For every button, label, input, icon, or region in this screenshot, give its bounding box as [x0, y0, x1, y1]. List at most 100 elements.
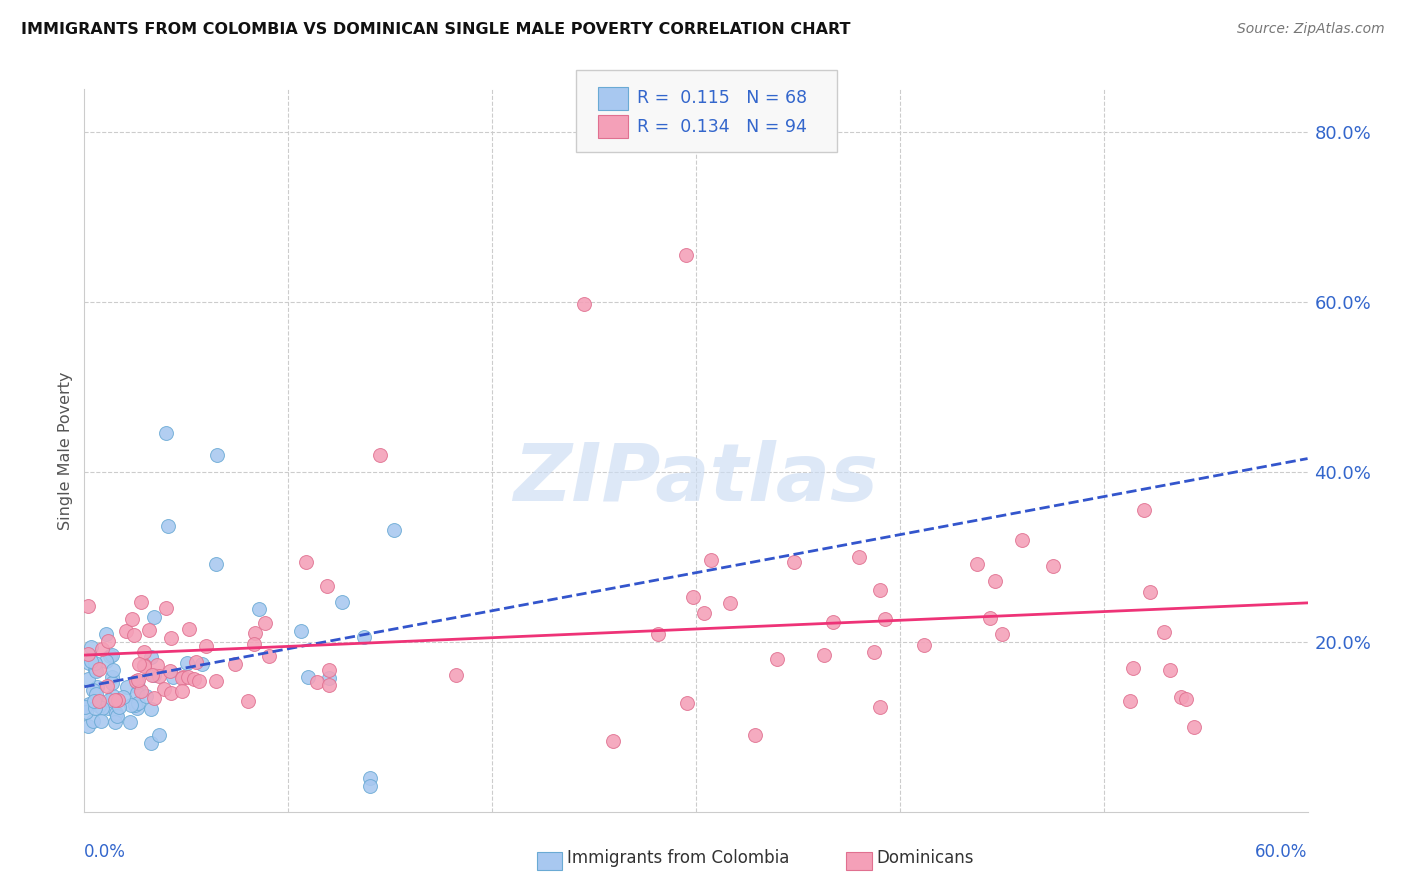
Point	[96, 627, 118, 641]
Point	[75, 705, 97, 719]
Point	[1011, 533, 1033, 547]
Point	[446, 667, 468, 681]
Point	[647, 627, 669, 641]
Point	[245, 626, 267, 640]
Point	[77, 647, 100, 661]
Point	[82, 714, 104, 728]
Point	[984, 574, 1007, 588]
Point	[77, 697, 100, 711]
Point	[83, 694, 105, 708]
Point	[159, 664, 181, 678]
Point	[139, 650, 162, 665]
Text: ZIPatlas: ZIPatlas	[513, 441, 879, 518]
Point	[353, 630, 375, 644]
Point	[675, 248, 697, 262]
Point	[1133, 503, 1156, 517]
Point	[153, 682, 176, 697]
Text: R =  0.134   N = 94: R = 0.134 N = 94	[637, 118, 807, 136]
Point	[290, 624, 312, 638]
Text: Source: ZipAtlas.com: Source: ZipAtlas.com	[1237, 22, 1385, 37]
Point	[162, 670, 184, 684]
Point	[111, 690, 134, 705]
Point	[156, 518, 179, 533]
Point	[160, 685, 183, 699]
Point	[115, 624, 138, 638]
Point	[224, 657, 246, 672]
Point	[307, 675, 329, 690]
Point	[155, 601, 177, 615]
Point	[132, 659, 155, 673]
Point	[91, 642, 114, 657]
Point	[813, 648, 835, 662]
Point	[84, 664, 107, 678]
Point	[97, 693, 120, 707]
Point	[141, 702, 163, 716]
Point	[765, 651, 787, 665]
Point	[77, 656, 100, 670]
Point	[253, 616, 276, 631]
Point	[121, 612, 143, 626]
Point	[330, 595, 353, 609]
Point	[172, 670, 194, 684]
Point	[101, 670, 124, 684]
Point	[132, 644, 155, 658]
Point	[1119, 694, 1142, 708]
Point	[87, 662, 110, 676]
Point	[205, 448, 228, 462]
Point	[104, 706, 127, 721]
Point	[89, 694, 111, 708]
Point	[205, 557, 228, 571]
Text: Immigrants from Colombia: Immigrants from Colombia	[567, 849, 789, 867]
Text: 0.0%: 0.0%	[84, 843, 127, 861]
Point	[122, 628, 145, 642]
Point	[76, 599, 98, 613]
Point	[127, 681, 149, 695]
Point	[97, 700, 120, 714]
Point	[848, 549, 870, 564]
Point	[572, 297, 595, 311]
Point	[125, 673, 148, 688]
Point	[179, 622, 201, 636]
Point	[143, 668, 166, 682]
Point	[247, 601, 270, 615]
Point	[146, 657, 169, 672]
Point	[205, 674, 228, 689]
Point	[87, 699, 110, 714]
Point	[700, 553, 723, 567]
Point	[96, 654, 118, 668]
Point	[382, 523, 405, 537]
Point	[176, 657, 198, 671]
Point	[783, 555, 806, 569]
Point	[105, 709, 128, 723]
Point	[1170, 690, 1192, 704]
Point	[170, 671, 193, 685]
Point	[83, 656, 105, 670]
Point	[172, 683, 194, 698]
Point	[160, 631, 183, 645]
Point	[125, 685, 148, 699]
Point	[1159, 663, 1181, 677]
Point	[125, 675, 148, 690]
Text: 60.0%: 60.0%	[1256, 843, 1308, 861]
Point	[131, 684, 153, 698]
Point	[115, 680, 138, 694]
Point	[141, 668, 163, 682]
Point	[101, 648, 124, 662]
Point	[143, 690, 166, 705]
Point	[83, 701, 105, 715]
Point	[107, 692, 129, 706]
Point	[108, 700, 131, 714]
Point	[188, 674, 211, 689]
Point	[127, 696, 149, 710]
Point	[966, 558, 988, 572]
Point	[103, 663, 125, 677]
Point	[97, 634, 120, 648]
Point	[155, 426, 177, 441]
Point	[104, 693, 127, 707]
Point	[359, 771, 381, 785]
Point	[148, 669, 170, 683]
Point	[134, 657, 156, 672]
Point	[98, 648, 121, 663]
Y-axis label: Single Male Poverty: Single Male Poverty	[58, 371, 73, 530]
Text: R =  0.115   N = 68: R = 0.115 N = 68	[637, 89, 807, 107]
